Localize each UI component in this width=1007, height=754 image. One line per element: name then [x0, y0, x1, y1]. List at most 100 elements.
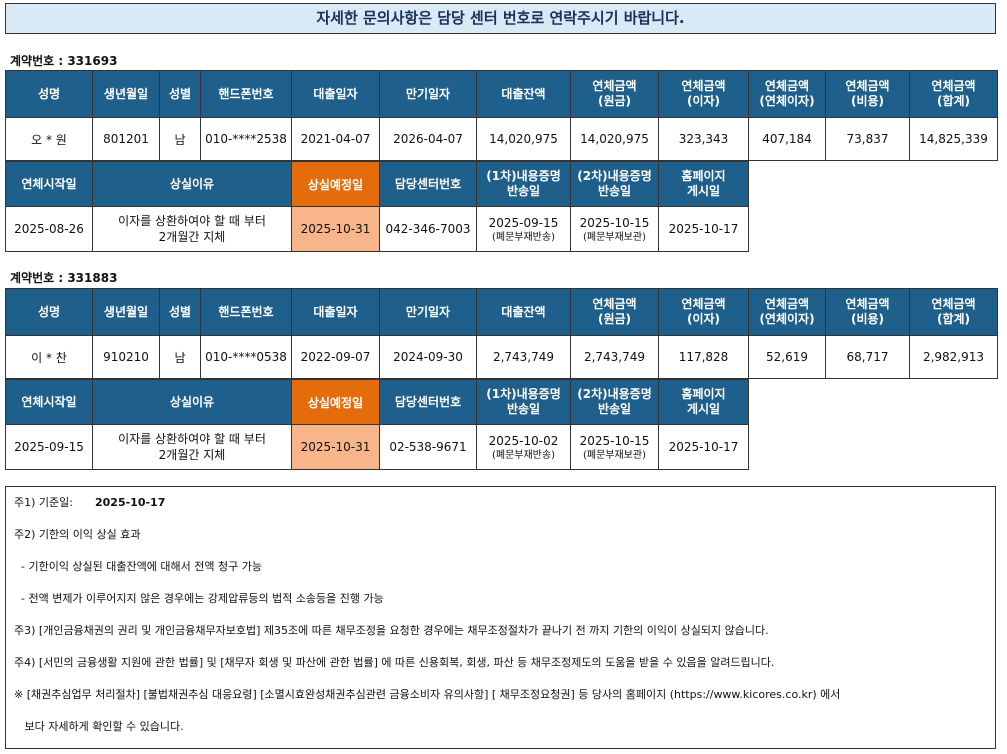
header-cert2: (2차)내용증명 반송일 — [570, 161, 659, 207]
header-loss-date: 상실예정일 — [291, 379, 380, 425]
cell-balance: 2,743,749 — [476, 335, 571, 379]
contract-status-table: 연체시작일 상실이유 상실예정일 담당센터번호 (1차)내용증명 반송일 (2차… — [5, 161, 749, 252]
notes-box: 주1) 기준일: 2025-10-17 주2) 기한의 이익 상실 효과 - 기한… — [5, 486, 996, 749]
header-loan-date: 대출일자 — [291, 70, 380, 118]
header-phone: 핸드폰번호 — [200, 288, 292, 336]
header-od-cost: 연체금액 (비용) — [825, 70, 910, 118]
header-homepage: 홈페이지 게시일 — [658, 161, 749, 207]
cell-od-cost: 73,837 — [825, 117, 910, 161]
cell-center-phone: 02-538-9671 — [379, 424, 477, 470]
cell-cert1: 2025-10-02 (폐문부재반송) — [476, 424, 571, 470]
cell-gender: 남 — [159, 117, 201, 161]
header-loss-reason: 상실이유 — [92, 161, 292, 207]
contract-number-label: 계약번호 : 331693 — [10, 54, 118, 68]
note-1-label: 주1) 기준일: — [14, 496, 73, 509]
cell-od-total: 2,982,913 — [909, 335, 998, 379]
cell-maturity: 2024-09-30 — [379, 335, 477, 379]
header-od-principal: 연체금액 (원금) — [570, 288, 659, 336]
cell-birth: 801201 — [92, 117, 160, 161]
note-3: 주3) [개인금융채권의 권리 및 개인금융채무자보호법] 제35조에 따른 채… — [14, 624, 769, 637]
header-cert2: (2차)내용증명 반송일 — [570, 379, 659, 425]
note-4: 주4) [서민의 금융생활 지원에 관한 법률] 및 [채무자 회생 및 파산에… — [14, 656, 775, 669]
header-od-start: 연체시작일 — [5, 379, 93, 425]
cert1-date: 2025-09-15 — [488, 215, 559, 230]
cell-loss-reason: 이자를 상환하여야 할 때 부터 2개월간 지체 — [92, 424, 292, 470]
header-balance: 대출잔액 — [476, 70, 571, 118]
notice-banner: 자세한 문의사항은 담당 센터 번호로 연락주시기 바랍니다. — [5, 3, 996, 34]
header-od-interest: 연체금액 (이자) — [658, 288, 749, 336]
cert1-note: (폐문부재반송) — [491, 231, 555, 243]
header-od-late: 연체금액 (연체이자) — [748, 288, 826, 336]
header-od-principal: 연체금액 (원금) — [570, 70, 659, 118]
cell-balance: 14,020,975 — [476, 117, 571, 161]
cell-od-interest: 117,828 — [658, 335, 749, 379]
cell-od-start: 2025-09-15 — [5, 424, 93, 470]
header-gender: 성별 — [159, 288, 201, 336]
cert2-date: 2025-10-15 — [579, 215, 650, 230]
header-od-start: 연체시작일 — [5, 161, 93, 207]
header-od-total: 연체금액 (합계) — [909, 70, 998, 118]
cert2-date: 2025-10-15 — [579, 433, 650, 448]
note-2a: - 기한이익 상실된 대출잔액에 대해서 전액 청구 가능 — [14, 560, 262, 573]
note-1: 주1) 기준일: 2025-10-17 — [14, 491, 987, 523]
cell-phone: 010-****2538 — [200, 117, 292, 161]
cell-loan-date: 2022-09-07 — [291, 335, 380, 379]
cell-loss-date: 2025-10-31 — [291, 206, 380, 252]
note-1-date: 2025-10-17 — [94, 496, 166, 509]
cell-center-phone: 042-346-7003 — [379, 206, 477, 252]
header-loan-date: 대출일자 — [291, 288, 380, 336]
header-cert1: (1차)내용증명 반송일 — [476, 161, 571, 207]
contract-table: 성명 생년월일 성별 핸드폰번호 대출일자 만기일자 대출잔액 연체금액 (원금… — [5, 288, 998, 379]
header-phone: 핸드폰번호 — [200, 70, 292, 118]
contract-number-label: 계약번호 : 331883 — [10, 271, 118, 285]
cell-loss-reason: 이자를 상환하여야 할 때 부터 2개월간 지체 — [92, 206, 292, 252]
header-balance: 대출잔액 — [476, 288, 571, 336]
header-od-cost: 연체금액 (비용) — [825, 288, 910, 336]
cert2-note: (폐문부재보관) — [582, 231, 646, 243]
cert2-note: (폐문부재보관) — [582, 449, 646, 461]
cell-od-cost: 68,717 — [825, 335, 910, 379]
header-homepage: 홈페이지 게시일 — [658, 379, 749, 425]
note-5b: 보다 자세하게 확인할 수 있습니다. — [14, 720, 184, 733]
note-2: 주2) 기한의 이익 상실 효과 — [14, 528, 141, 541]
cell-od-principal: 14,020,975 — [570, 117, 659, 161]
header-loss-date: 상실예정일 — [291, 161, 380, 207]
contract-status-table: 연체시작일 상실이유 상실예정일 담당센터번호 (1차)내용증명 반송일 (2차… — [5, 379, 749, 470]
header-name: 성명 — [5, 70, 93, 118]
header-gender: 성별 — [159, 70, 201, 118]
cell-od-principal: 2,743,749 — [570, 335, 659, 379]
header-od-late: 연체금액 (연체이자) — [748, 70, 826, 118]
header-loss-reason: 상실이유 — [92, 379, 292, 425]
cert1-note: (폐문부재반송) — [491, 449, 555, 461]
cell-loan-date: 2021-04-07 — [291, 117, 380, 161]
header-center-phone: 담당센터번호 — [379, 379, 477, 425]
cell-maturity: 2026-04-07 — [379, 117, 477, 161]
cell-od-total: 14,825,339 — [909, 117, 998, 161]
cell-loss-date: 2025-10-31 — [291, 424, 380, 470]
cell-name: 이 * 찬 — [5, 335, 93, 379]
header-cert1: (1차)내용증명 반송일 — [476, 379, 571, 425]
header-od-total: 연체금액 (합계) — [909, 288, 998, 336]
cell-homepage-date: 2025-10-17 — [658, 424, 749, 470]
cell-cert2: 2025-10-15 (폐문부재보관) — [570, 424, 659, 470]
header-od-interest: 연체금액 (이자) — [658, 70, 749, 118]
cell-od-start: 2025-08-26 — [5, 206, 93, 252]
header-maturity: 만기일자 — [379, 288, 477, 336]
header-birth: 생년월일 — [92, 288, 160, 336]
note-2b: - 전액 변제가 이루어지지 않은 경우에는 강제압류등의 법적 소송등을 진행… — [14, 592, 384, 605]
cell-cert2: 2025-10-15 (폐문부재보관) — [570, 206, 659, 252]
cell-birth: 910210 — [92, 335, 160, 379]
cell-cert1: 2025-09-15 (폐문부재반송) — [476, 206, 571, 252]
cell-od-late: 407,184 — [748, 117, 826, 161]
contract-table: 성명 생년월일 성별 핸드폰번호 대출일자 만기일자 대출잔액 연체금액 (원금… — [5, 70, 998, 161]
header-name: 성명 — [5, 288, 93, 336]
cell-phone: 010-****0538 — [200, 335, 292, 379]
cell-gender: 남 — [159, 335, 201, 379]
header-maturity: 만기일자 — [379, 70, 477, 118]
note-5: ※ [채권추심업무 처리절차] [불법채권추심 대응요령] [소멸시효완성채권추… — [14, 688, 841, 701]
cell-name: 오 * 원 — [5, 117, 93, 161]
cert1-date: 2025-10-02 — [488, 433, 559, 448]
header-birth: 생년월일 — [92, 70, 160, 118]
cell-homepage-date: 2025-10-17 — [658, 206, 749, 252]
cell-od-interest: 323,343 — [658, 117, 749, 161]
